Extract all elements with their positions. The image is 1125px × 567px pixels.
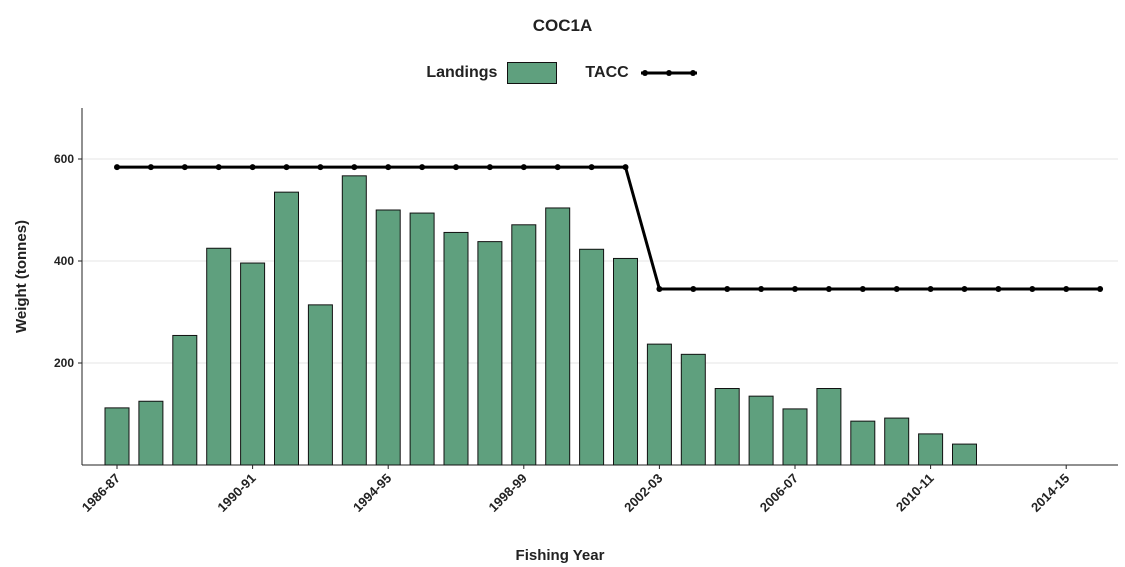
point-tacc: [216, 164, 222, 170]
x-tick-label: 2014-15: [1028, 471, 1072, 515]
bar-landings: [512, 225, 536, 465]
bar-landings: [614, 258, 638, 465]
bar-landings: [342, 176, 366, 465]
point-tacc: [385, 164, 391, 170]
point-tacc: [1029, 286, 1035, 292]
point-tacc: [351, 164, 357, 170]
point-tacc: [826, 286, 832, 292]
bar-landings: [851, 421, 875, 465]
bar-landings: [444, 232, 468, 465]
bar-landings: [207, 248, 231, 465]
bar-landings: [647, 344, 671, 465]
point-tacc: [182, 164, 188, 170]
x-tick-label: 2010-11: [893, 471, 937, 515]
bar-landings: [139, 401, 163, 465]
x-axis-title: Fishing Year: [516, 547, 605, 564]
point-tacc: [724, 286, 730, 292]
point-tacc: [555, 164, 561, 170]
point-tacc: [114, 164, 120, 170]
point-tacc: [928, 286, 934, 292]
y-tick-label: 200: [54, 356, 74, 370]
y-tick-label: 400: [54, 254, 74, 268]
point-tacc: [284, 164, 290, 170]
point-tacc: [453, 164, 459, 170]
bar-landings: [478, 242, 502, 465]
y-axis-title: Weight (tonnes): [13, 220, 30, 333]
bar-landings: [241, 263, 265, 465]
x-tick-label: 1994-95: [350, 471, 394, 515]
bar-landings: [817, 389, 841, 466]
point-tacc: [792, 286, 798, 292]
bar-landings: [681, 354, 705, 465]
point-tacc: [487, 164, 493, 170]
point-tacc: [758, 286, 764, 292]
x-tick-label: 2006-07: [757, 471, 801, 515]
bar-landings: [885, 418, 909, 465]
point-tacc: [521, 164, 527, 170]
bar-landings: [715, 389, 739, 466]
bar-landings: [376, 210, 400, 465]
point-tacc: [962, 286, 968, 292]
bar-landings: [546, 208, 570, 465]
point-tacc: [589, 164, 595, 170]
bar-landings: [580, 249, 604, 465]
x-tick-label: 1986-87: [79, 471, 123, 515]
x-tick-label: 1990-91: [214, 471, 258, 515]
point-tacc: [623, 164, 629, 170]
point-tacc: [250, 164, 256, 170]
point-tacc: [419, 164, 425, 170]
bar-landings: [308, 305, 332, 465]
point-tacc: [1063, 286, 1069, 292]
x-tick-label: 1998-99: [486, 471, 530, 515]
point-tacc: [690, 286, 696, 292]
point-tacc: [317, 164, 323, 170]
point-tacc: [656, 286, 662, 292]
x-tick-label: 2002-03: [621, 471, 665, 515]
bar-landings: [919, 434, 943, 465]
y-tick-label: 600: [54, 152, 74, 166]
point-tacc: [894, 286, 900, 292]
bar-landings: [173, 335, 197, 465]
bar-landings: [410, 213, 434, 465]
bar-landings: [953, 444, 977, 465]
bar-landings: [275, 192, 299, 465]
point-tacc: [1097, 286, 1103, 292]
bar-landings: [749, 396, 773, 465]
point-tacc: [995, 286, 1001, 292]
point-tacc: [148, 164, 154, 170]
point-tacc: [860, 286, 866, 292]
bar-landings: [783, 409, 807, 465]
bar-landings: [105, 408, 129, 465]
